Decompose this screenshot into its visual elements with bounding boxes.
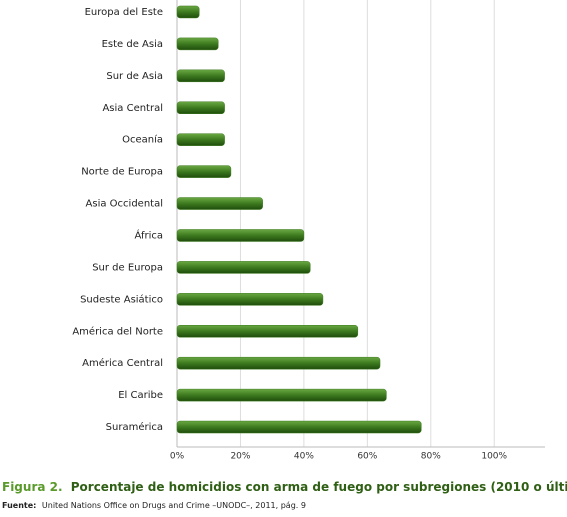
source-text: United Nations Office on Drugs and Crime… bbox=[42, 501, 306, 510]
x-tick-label: 80% bbox=[421, 452, 441, 462]
y-tick-label: África bbox=[134, 228, 163, 241]
caption: Figura 2. Porcentaje de homicidios con a… bbox=[2, 480, 567, 494]
y-tick-label: El Caribe bbox=[118, 390, 163, 401]
bar bbox=[176, 133, 225, 146]
bar bbox=[176, 420, 422, 434]
figure-label: Figura 2. bbox=[2, 480, 63, 494]
x-tick-label: 20% bbox=[230, 452, 250, 462]
bar bbox=[176, 388, 387, 402]
y-tick-label: Asia Central bbox=[102, 103, 163, 114]
bar bbox=[176, 5, 200, 19]
y-tick-label: Suramérica bbox=[106, 421, 163, 433]
y-tick-label: Sur de Asia bbox=[106, 71, 163, 82]
y-tick-label: Este de Asia bbox=[102, 39, 163, 50]
chart-title: Porcentaje de homicidios con arma de fue… bbox=[71, 480, 567, 494]
bar bbox=[176, 165, 232, 178]
y-tick-label: Oceanía bbox=[122, 134, 163, 146]
y-tick-label: Asia Occidental bbox=[86, 199, 163, 210]
y-tick-label: Europa del Este bbox=[85, 7, 163, 18]
bar bbox=[176, 101, 225, 114]
x-tick-label: 100% bbox=[481, 452, 507, 462]
y-tick-label: América Central bbox=[82, 357, 163, 369]
y-tick-label: América del Norte bbox=[72, 325, 163, 337]
bar bbox=[176, 69, 225, 83]
x-tick-label: 40% bbox=[294, 452, 314, 462]
y-tick-label: Norte de Europa bbox=[81, 167, 163, 178]
source: Fuente: United Nations Office on Drugs a… bbox=[2, 501, 306, 510]
y-tick-label: Sudeste Asiático bbox=[80, 293, 163, 305]
y-tick-label: Sur de Europa bbox=[92, 262, 163, 273]
x-tick-label: 0% bbox=[170, 452, 185, 462]
bar bbox=[176, 261, 311, 274]
bar bbox=[176, 325, 359, 338]
bar bbox=[176, 37, 219, 51]
x-tick-label: 60% bbox=[357, 452, 377, 462]
bar bbox=[176, 229, 305, 242]
bar bbox=[176, 293, 324, 306]
bar bbox=[176, 356, 381, 370]
source-label: Fuente: bbox=[2, 501, 36, 510]
bar bbox=[176, 197, 263, 210]
